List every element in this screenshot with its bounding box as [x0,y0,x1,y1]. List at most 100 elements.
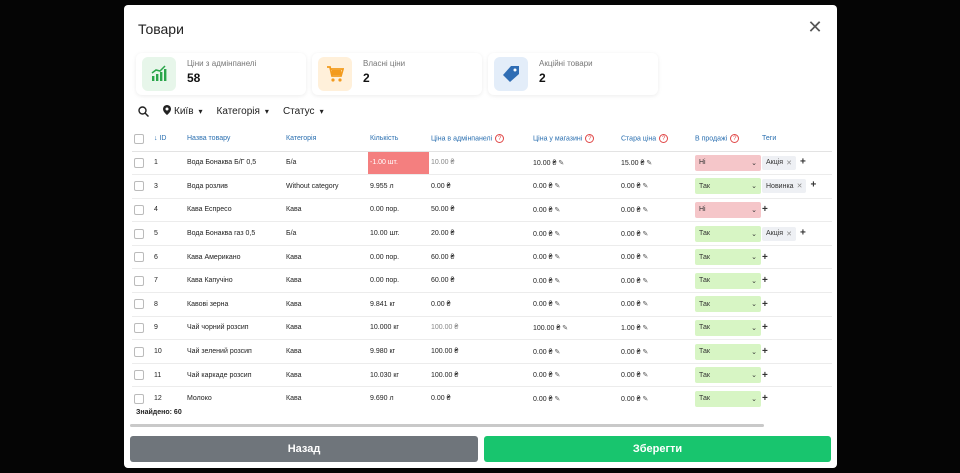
save-button[interactable]: Зберегти [484,436,831,462]
on-sale-select[interactable]: Так ⌄ [695,249,761,266]
on-sale-select[interactable]: Так ⌄ [695,272,761,289]
add-tag-icon[interactable]: + [762,393,768,405]
col-admin-price[interactable]: Ціна в адмінпанелі? [429,127,531,152]
pencil-icon[interactable]: ✎ [646,159,653,167]
col-qty[interactable]: Кількість [368,127,429,152]
on-sale-select[interactable]: Так ⌄ [695,367,761,384]
on-sale-select[interactable]: Так ⌄ [695,296,761,313]
add-tag-icon[interactable]: + [762,251,768,263]
horizontal-scrollbar[interactable] [130,424,764,427]
row-checkbox[interactable] [134,157,144,168]
on-sale-select[interactable]: Ні ⌄ [695,201,761,218]
row-checkbox[interactable] [134,393,144,404]
col-on-sale[interactable]: В продажі? [693,127,760,152]
col-shop-price[interactable]: Ціна у магазині? [531,127,619,152]
cell-old-price[interactable]: 0.00 ₴ ✎ [619,268,693,294]
pencil-icon[interactable]: ✎ [558,159,565,167]
add-tag-icon[interactable]: + [762,369,768,381]
help-icon[interactable]: ? [495,134,505,144]
on-sale-select[interactable]: Так ⌄ [695,178,761,195]
status-filter[interactable]: Статус ▾ [283,106,324,117]
pencil-icon[interactable]: ✎ [642,324,649,332]
tag-chip[interactable]: Новинка ✕ [762,179,807,194]
cell-shop-price[interactable]: 0.00 ₴ ✎ [531,363,619,388]
cell-old-price[interactable]: 0.00 ₴ ✎ [619,363,693,388]
pencil-icon[interactable]: ✎ [642,348,649,356]
remove-tag-icon[interactable]: ✕ [786,159,792,167]
row-checkbox[interactable] [134,252,144,263]
add-tag-icon[interactable]: + [762,204,768,216]
pencil-icon[interactable]: ✎ [642,206,649,214]
pencil-icon[interactable]: ✎ [554,301,561,309]
pencil-icon[interactable]: ✎ [554,348,561,356]
pencil-icon[interactable]: ✎ [642,254,649,262]
cell-shop-price[interactable]: 0.00 ₴ ✎ [531,339,619,364]
col-tags[interactable]: Теги [760,127,832,152]
col-category[interactable]: Категорія [284,127,368,152]
cell-shop-price[interactable]: 0.00 ₴ ✎ [531,245,619,270]
cell-shop-price[interactable]: 0.00 ₴ ✎ [531,198,619,223]
cell-shop-price[interactable]: 0.00 ₴ ✎ [531,292,619,317]
pencil-icon[interactable]: ✎ [642,301,649,309]
cell-old-price[interactable]: 15.00 ₴ ✎ [619,151,693,176]
card-own-prices[interactable]: Власні ціни 2 [312,53,482,95]
card-admin-prices[interactable]: Ціни з адмінпанелі 58 [136,53,306,95]
pencil-icon[interactable]: ✎ [642,395,649,403]
select-all-checkbox[interactable] [134,133,144,144]
tag-chip[interactable]: Акція ✕ [762,155,796,170]
on-sale-select[interactable]: Так ⌄ [695,319,761,336]
col-id[interactable]: ↓ ID [152,127,185,152]
row-checkbox[interactable] [134,204,144,215]
help-icon[interactable]: ? [659,134,669,144]
cell-old-price[interactable]: 0.00 ₴ ✎ [619,245,693,270]
row-checkbox[interactable] [134,228,144,239]
col-old-price[interactable]: Стара ціна? [619,127,693,152]
cell-shop-price[interactable]: 10.00 ₴ ✎ [531,151,619,176]
cell-old-price[interactable]: 0.00 ₴ ✎ [619,292,693,317]
cell-shop-price[interactable]: 0.00 ₴ ✎ [531,221,619,246]
add-tag-icon[interactable]: + [762,298,768,310]
cell-old-price[interactable]: 0.00 ₴ ✎ [619,198,693,223]
row-checkbox[interactable] [134,275,144,286]
pencil-icon[interactable]: ✎ [554,254,561,262]
add-tag-icon[interactable]: + [799,156,806,168]
on-sale-select[interactable]: Так ⌄ [695,343,761,360]
row-checkbox[interactable] [134,299,144,310]
cell-old-price[interactable]: 0.00 ₴ ✎ [619,386,693,407]
pencil-icon[interactable]: ✎ [554,277,561,285]
tag-chip[interactable]: Акція ✕ [762,226,796,241]
search-icon[interactable] [138,105,149,117]
pencil-icon[interactable]: ✎ [562,324,569,332]
row-checkbox[interactable] [134,181,144,192]
on-sale-select[interactable]: Так ⌄ [695,225,761,242]
on-sale-select[interactable]: Так ⌄ [695,390,761,407]
row-checkbox[interactable] [134,346,144,357]
cell-old-price[interactable]: 0.00 ₴ ✎ [619,174,693,199]
add-tag-icon[interactable]: + [762,346,768,358]
row-checkbox[interactable] [134,322,144,333]
add-tag-icon[interactable]: + [799,227,806,239]
cell-shop-price[interactable]: 100.00 ₴ ✎ [531,316,619,341]
pencil-icon[interactable]: ✎ [554,183,561,191]
col-name[interactable]: Назва товару [185,127,284,152]
cell-shop-price[interactable]: 0.00 ₴ ✎ [531,268,619,294]
pencil-icon[interactable]: ✎ [554,395,561,403]
city-filter[interactable]: Київ ▾ [163,104,203,118]
row-checkbox[interactable] [134,370,144,381]
category-filter[interactable]: Категорія ▾ [217,106,269,117]
cell-old-price[interactable]: 0.00 ₴ ✎ [619,339,693,364]
pencil-icon[interactable]: ✎ [554,230,561,238]
close-icon[interactable]: ✕ [807,17,823,37]
cell-old-price[interactable]: 0.00 ₴ ✎ [619,221,693,246]
pencil-icon[interactable]: ✎ [554,372,561,380]
pencil-icon[interactable]: ✎ [554,206,561,214]
remove-tag-icon[interactable]: ✕ [786,230,792,238]
add-tag-icon[interactable]: + [762,322,768,334]
help-icon[interactable]: ? [585,134,595,144]
card-promo-products[interactable]: Акційні товари 2 [488,53,658,95]
pencil-icon[interactable]: ✎ [642,183,649,191]
on-sale-select[interactable]: Ні ⌄ [695,154,761,171]
cell-shop-price[interactable]: 0.00 ₴ ✎ [531,174,619,199]
cell-old-price[interactable]: 1.00 ₴ ✎ [619,316,693,341]
help-icon[interactable]: ? [730,134,740,144]
